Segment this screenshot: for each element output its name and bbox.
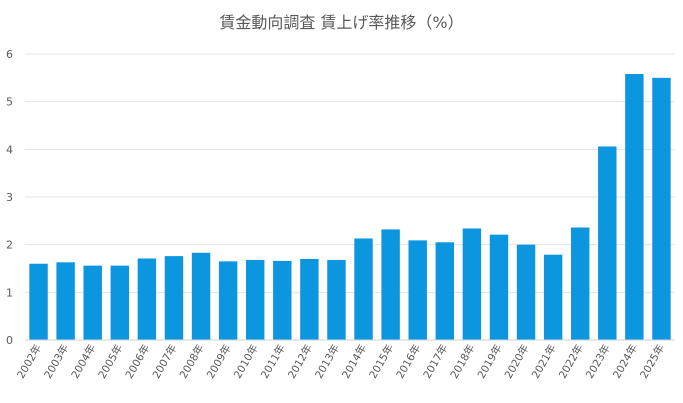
x-tick-label: 2023年 (583, 342, 613, 381)
bar-2014年 (354, 238, 373, 340)
x-tick-label: 2022年 (556, 342, 586, 381)
bar-2019年 (489, 234, 509, 340)
bar-2011年 (273, 260, 292, 340)
y-axis: 0 1 2 3 4 5 6 (6, 48, 13, 347)
x-tick-label: 2025年 (637, 342, 667, 381)
x-tick-label: 2019年 (475, 342, 505, 381)
y-tick-label: 5 (6, 96, 13, 109)
bar-2025年 (652, 77, 671, 340)
bar-2013年 (327, 259, 346, 340)
bar-2016年 (408, 240, 427, 340)
bar-2017年 (435, 242, 454, 340)
chart-title: 賃金動向調査 賃上げ率推移（%） (219, 13, 463, 32)
y-tick-label: 1 (6, 286, 13, 299)
bar-2006年 (137, 258, 157, 340)
bar-2024年 (625, 74, 644, 341)
x-tick-label: 2008年 (177, 342, 207, 381)
y-tick-label: 0 (6, 334, 13, 347)
x-axis: 2002年2003年2004年2005年2006年2007年2008年2009年… (14, 342, 667, 381)
bar-2008年 (191, 252, 211, 340)
bar-2010年 (246, 259, 265, 340)
bar-2002年 (29, 263, 48, 340)
x-tick-label: 2014年 (339, 342, 369, 381)
bar-2003年 (56, 262, 75, 340)
bar-2007年 (164, 256, 184, 340)
x-tick-label: 2015年 (366, 342, 396, 381)
x-tick-label: 2005年 (96, 342, 126, 381)
x-tick-label: 2002年 (14, 342, 44, 381)
y-tick-label: 6 (6, 48, 13, 61)
y-tick-label: 3 (6, 191, 13, 204)
bar-2020年 (516, 244, 536, 340)
bar-2004年 (83, 265, 102, 340)
x-tick-label: 2006年 (123, 342, 153, 381)
y-tick-label: 2 (6, 239, 13, 252)
x-tick-label: 2004年 (68, 342, 98, 381)
bar-2005年 (110, 265, 129, 340)
x-tick-label: 2020年 (502, 342, 532, 381)
x-tick-label: 2007年 (150, 342, 180, 381)
y-tick-label: 4 (6, 143, 13, 156)
bar-2021年 (543, 254, 563, 340)
bar-2009年 (218, 261, 238, 340)
x-tick-label: 2011年 (258, 342, 288, 381)
x-tick-label: 2018年 (448, 342, 478, 381)
x-tick-label: 2003年 (41, 342, 71, 381)
bars (29, 74, 671, 341)
x-tick-label: 2016年 (393, 342, 423, 381)
x-tick-label: 2010年 (231, 342, 261, 381)
bar-2018年 (462, 228, 482, 340)
x-tick-label: 2021年 (529, 342, 559, 381)
x-tick-label: 2012年 (285, 342, 315, 381)
bar-2015年 (381, 229, 400, 340)
x-tick-label: 2013年 (312, 342, 342, 381)
x-tick-label: 2009年 (204, 342, 234, 381)
bar-2012年 (300, 258, 319, 340)
x-tick-label: 2017年 (421, 342, 451, 381)
bar-2022年 (571, 227, 590, 340)
x-tick-label: 2024年 (610, 342, 640, 381)
gridlines (25, 53, 675, 293)
bar-2023年 (598, 146, 617, 340)
